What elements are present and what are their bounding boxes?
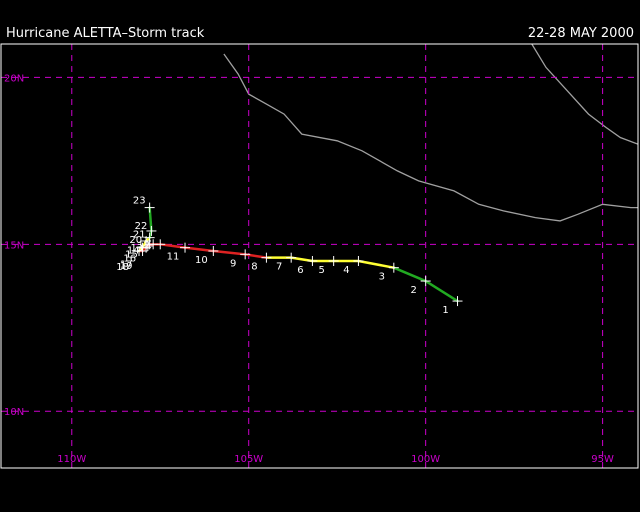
- map-frame: [0, 43, 639, 469]
- coastline-1: [531, 44, 638, 145]
- track-label-4: 4: [343, 265, 349, 276]
- track-label-8: 8: [251, 262, 257, 273]
- track-label-5: 5: [318, 265, 324, 276]
- track-segment-3-4: [357, 259, 396, 269]
- track-label-16: 16: [123, 254, 136, 265]
- lon-label-95W: 95W: [591, 454, 614, 465]
- track-segment-19-20: [141, 239, 148, 249]
- map-title: Hurricane ALETTA–Storm track: [6, 26, 205, 41]
- track-label-23: 23: [133, 196, 146, 207]
- plot-area: [1, 44, 638, 468]
- lon-label-110W: 110W: [57, 454, 86, 465]
- lat-label-15N: 15N: [4, 240, 24, 251]
- track-label-18: 18: [116, 262, 129, 273]
- track-segment-8-9: [243, 253, 268, 259]
- track-label-6: 6: [297, 265, 303, 276]
- track-label-11: 11: [167, 252, 180, 263]
- track-label-22: 22: [135, 221, 148, 232]
- lon-label-105W: 105W: [234, 454, 263, 465]
- track-label-2: 2: [410, 285, 416, 296]
- track-label-21: 21: [133, 230, 146, 241]
- date-range: 22-28 MAY 2000: [527, 26, 634, 41]
- track-label-19: 19: [120, 261, 133, 272]
- lon-label-100W: 100W: [411, 454, 440, 465]
- track-label-13: 13: [130, 243, 143, 254]
- track-label-9: 9: [230, 258, 236, 269]
- track-label-7: 7: [276, 262, 282, 273]
- track-segment-9-10: [212, 249, 247, 256]
- lat-label-10N: 10N: [4, 407, 24, 418]
- coastline-0: [223, 53, 638, 222]
- track-label-15: 15: [125, 249, 138, 260]
- track-label-14: 14: [127, 245, 140, 256]
- track-segment-6-7: [289, 256, 314, 263]
- lat-label-20N: 20N: [4, 73, 24, 84]
- track-segment-1-2: [424, 279, 459, 303]
- track-label-3: 3: [379, 272, 385, 283]
- track-segment-2-3: [392, 266, 427, 283]
- track-label-20: 20: [129, 235, 142, 246]
- track-label-17: 17: [120, 259, 133, 270]
- track-segment-10-11: [183, 246, 215, 253]
- track-segment-11-12: [159, 243, 187, 249]
- track-label-10: 10: [195, 255, 208, 266]
- track-label-1: 1: [442, 305, 448, 316]
